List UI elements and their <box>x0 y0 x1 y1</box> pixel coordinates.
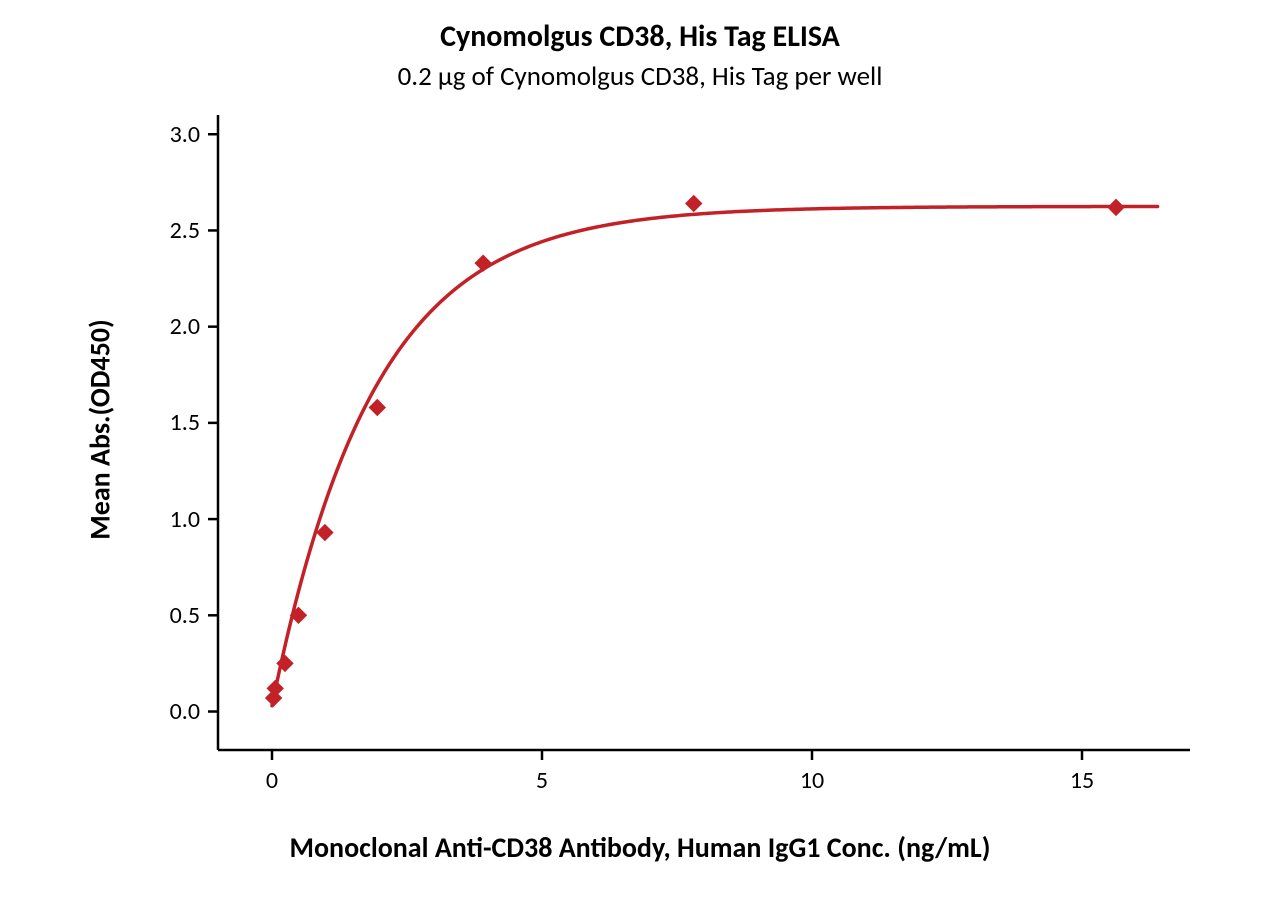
x-tick-label: 10 <box>782 766 842 795</box>
data-point-marker <box>1108 199 1124 215</box>
y-tick-label: 0.5 <box>170 601 200 630</box>
y-tick-label: 1.5 <box>170 408 200 437</box>
y-tick-label: 0.0 <box>170 697 200 726</box>
y-tick-label: 1.0 <box>170 505 200 534</box>
y-tick-label: 2.5 <box>170 216 200 245</box>
data-point-marker <box>317 525 333 541</box>
y-tick-label: 3.0 <box>170 120 200 149</box>
y-tick-label: 2.0 <box>170 312 200 341</box>
data-point-marker <box>475 255 491 271</box>
data-point-marker <box>369 399 385 415</box>
data-point-marker <box>686 196 702 212</box>
x-tick-label: 15 <box>1052 766 1112 795</box>
x-tick-label: 0 <box>242 766 302 795</box>
x-tick-label: 5 <box>512 766 572 795</box>
